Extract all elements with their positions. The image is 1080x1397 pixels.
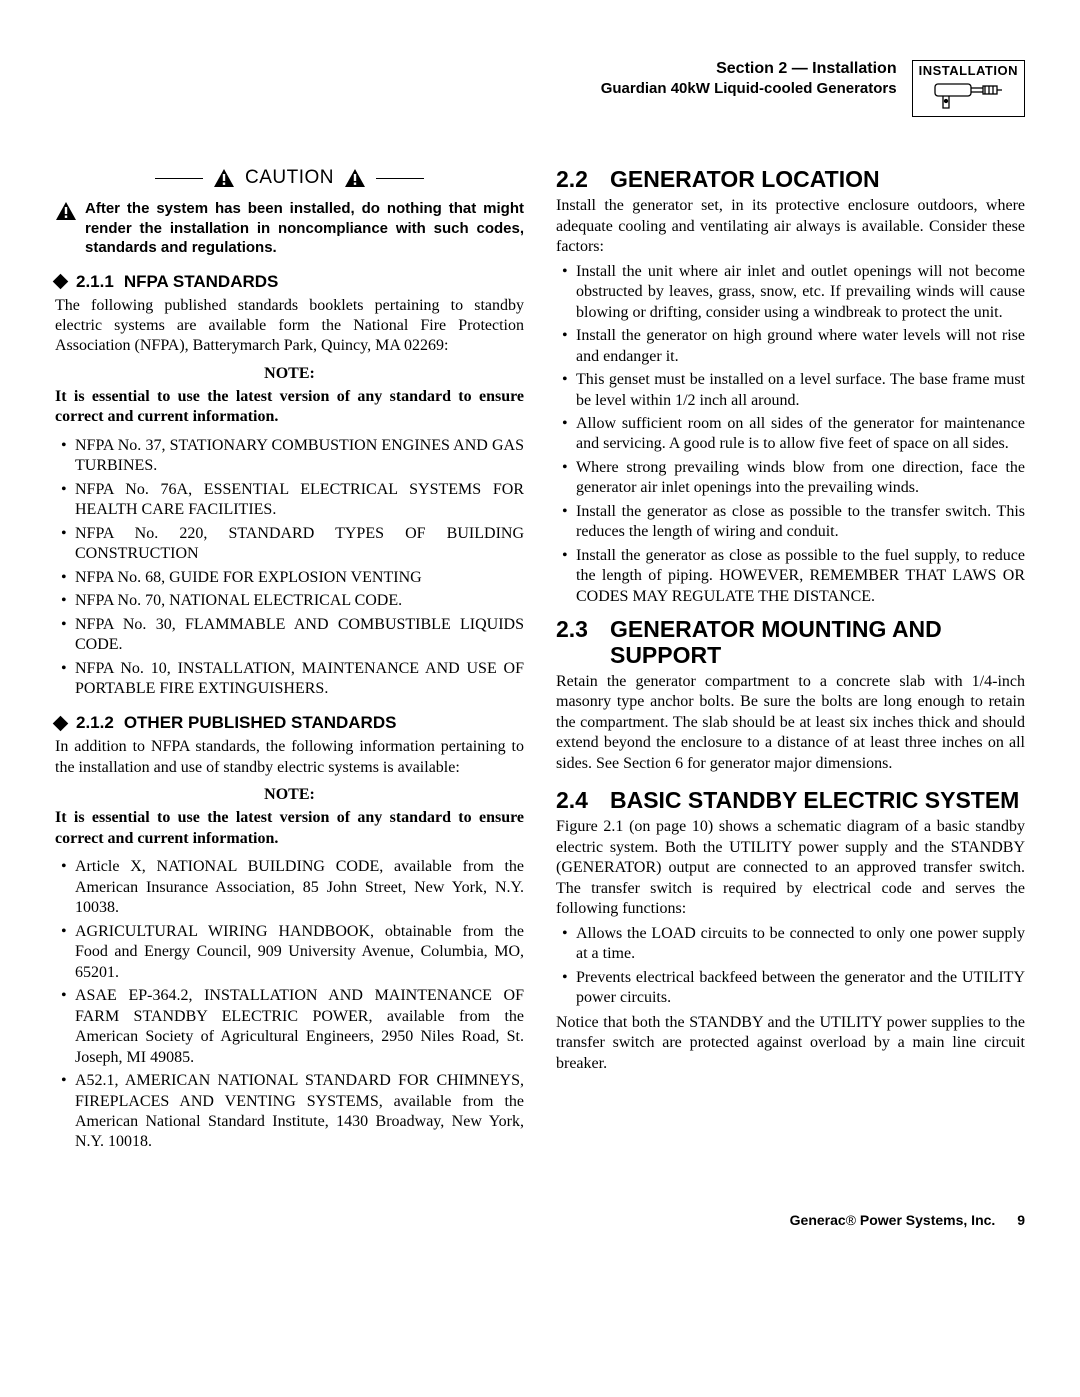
section-title: BASIC STANDBY ELECTRIC SYSTEM <box>610 788 1019 813</box>
right-column: 2.2 GENERATOR LOCATION Install the gener… <box>556 167 1025 1157</box>
list-item: Install the generator as close as possib… <box>556 546 1025 607</box>
caution-header: CAUTION <box>55 167 524 189</box>
s211-note-text: It is essential to use the latest versio… <box>55 387 524 428</box>
list-item: NFPA No. 68, GUIDE FOR EXPLOSION VENTING <box>55 568 524 588</box>
section-number: 2.4 <box>556 788 588 813</box>
s211-list: NFPA No. 37, STATIONARY COMBUSTION ENGIN… <box>55 436 524 700</box>
list-item: Install the generator as close as possib… <box>556 502 1025 543</box>
list-item: NFPA No. 30, FLAMMABLE AND COMBUSTIBLE L… <box>55 615 524 656</box>
s24-list: Allows the LOAD circuits to be connected… <box>556 924 1025 1009</box>
list-item: NFPA No. 220, STANDARD TYPES OF BUILDING… <box>55 524 524 565</box>
section-title: GENERATOR MOUNTING AND SUPPORT <box>610 617 1025 668</box>
page-header: Section 2 — Installation Guardian 40kW L… <box>55 60 1025 117</box>
footer-company: Power Systems, Inc. <box>856 1212 995 1228</box>
left-column: CAUTION After the system has been instal… <box>55 167 524 1157</box>
header-section-label: Section 2 — Installation <box>601 60 897 78</box>
s24-outro: Notice that both the STANDBY and the UTI… <box>556 1013 1025 1074</box>
caution-block: CAUTION After the system has been instal… <box>55 167 524 258</box>
section-number: 2.2 <box>556 167 588 192</box>
manual-page: Section 2 — Installation Guardian 40kW L… <box>0 0 1080 1268</box>
section-heading-2-3: 2.3 GENERATOR MOUNTING AND SUPPORT <box>556 617 1025 668</box>
subheading-2-1-2: 2.1.2 OTHER PUBLISHED STANDARDS <box>55 713 524 733</box>
subheading-title: OTHER PUBLISHED STANDARDS <box>124 713 397 733</box>
s22-intro: Install the generator set, in its protec… <box>556 196 1025 257</box>
list-item: NFPA No. 76A, ESSENTIAL ELECTRICAL SYSTE… <box>55 480 524 521</box>
list-item: Install the generator on high ground whe… <box>556 326 1025 367</box>
s212-intro: In addition to NFPA standards, the follo… <box>55 737 524 778</box>
footer-brand: Generac <box>790 1212 846 1228</box>
footer-reg: ® <box>846 1212 856 1228</box>
installation-badge-label: INSTALLATION <box>919 63 1018 78</box>
diamond-bullet-icon <box>53 716 69 732</box>
diamond-bullet-icon <box>53 274 69 290</box>
list-item: ASAE EP-364.2, INSTALLATION AND MAINTENA… <box>55 986 524 1068</box>
list-item: NFPA No. 10, INSTALLATION, MAINTENANCE A… <box>55 659 524 700</box>
caution-rule-left <box>155 178 203 179</box>
s22-list: Install the unit where air inlet and out… <box>556 262 1025 608</box>
list-item: Prevents electrical backfeed between the… <box>556 968 1025 1009</box>
list-item: Allow sufficient room on all sides of th… <box>556 414 1025 455</box>
s211-intro: The following published standards bookle… <box>55 296 524 357</box>
header-subtitle: Guardian 40kW Liquid-cooled Generators <box>601 80 897 97</box>
list-item: Where strong prevailing winds blow from … <box>556 458 1025 499</box>
section-heading-2-4: 2.4 BASIC STANDBY ELECTRIC SYSTEM <box>556 788 1025 813</box>
note-label: NOTE: <box>55 786 524 804</box>
footer-page-number: 9 <box>1017 1212 1025 1228</box>
list-item: Install the unit where air inlet and out… <box>556 262 1025 323</box>
caution-rule-right <box>376 178 424 179</box>
s212-list: Article X, NATIONAL BUILDING CODE, avail… <box>55 857 524 1153</box>
warning-icon <box>213 168 235 188</box>
section-number: 2.3 <box>556 617 588 642</box>
caution-body: After the system has been installed, do … <box>55 199 524 258</box>
subheading-2-1-1: 2.1.1 NFPA STANDARDS <box>55 272 524 292</box>
drill-icon <box>933 80 1003 112</box>
installation-badge: INSTALLATION <box>912 60 1025 117</box>
caution-text: After the system has been installed, do … <box>85 199 524 258</box>
list-item: A52.1, AMERICAN NATIONAL STANDARD FOR CH… <box>55 1071 524 1153</box>
list-item: NFPA No. 70, NATIONAL ELECTRICAL CODE. <box>55 591 524 611</box>
list-item: NFPA No. 37, STATIONARY COMBUSTION ENGIN… <box>55 436 524 477</box>
list-item: AGRICULTURAL WIRING HANDBOOK, obtainable… <box>55 922 524 983</box>
warning-icon <box>55 201 77 221</box>
list-item: Article X, NATIONAL BUILDING CODE, avail… <box>55 857 524 918</box>
section-title: GENERATOR LOCATION <box>610 167 880 192</box>
subheading-title: NFPA STANDARDS <box>124 272 279 292</box>
page-footer: Generac® Power Systems, Inc. 9 <box>55 1212 1025 1228</box>
subheading-number: 2.1.2 <box>76 713 114 733</box>
header-text-block: Section 2 — Installation Guardian 40kW L… <box>601 60 897 97</box>
list-item: This genset must be installed on a level… <box>556 370 1025 411</box>
caution-label: CAUTION <box>245 167 334 189</box>
section-heading-2-2: 2.2 GENERATOR LOCATION <box>556 167 1025 192</box>
s24-intro: Figure 2.1 (on page 10) shows a schemati… <box>556 817 1025 919</box>
subheading-number: 2.1.1 <box>76 272 114 292</box>
note-label: NOTE: <box>55 365 524 383</box>
content-columns: CAUTION After the system has been instal… <box>55 167 1025 1157</box>
list-item: Allows the LOAD circuits to be connected… <box>556 924 1025 965</box>
warning-icon <box>344 168 366 188</box>
s212-note-text: It is essential to use the latest versio… <box>55 808 524 849</box>
s23-text: Retain the generator compartment to a co… <box>556 672 1025 774</box>
